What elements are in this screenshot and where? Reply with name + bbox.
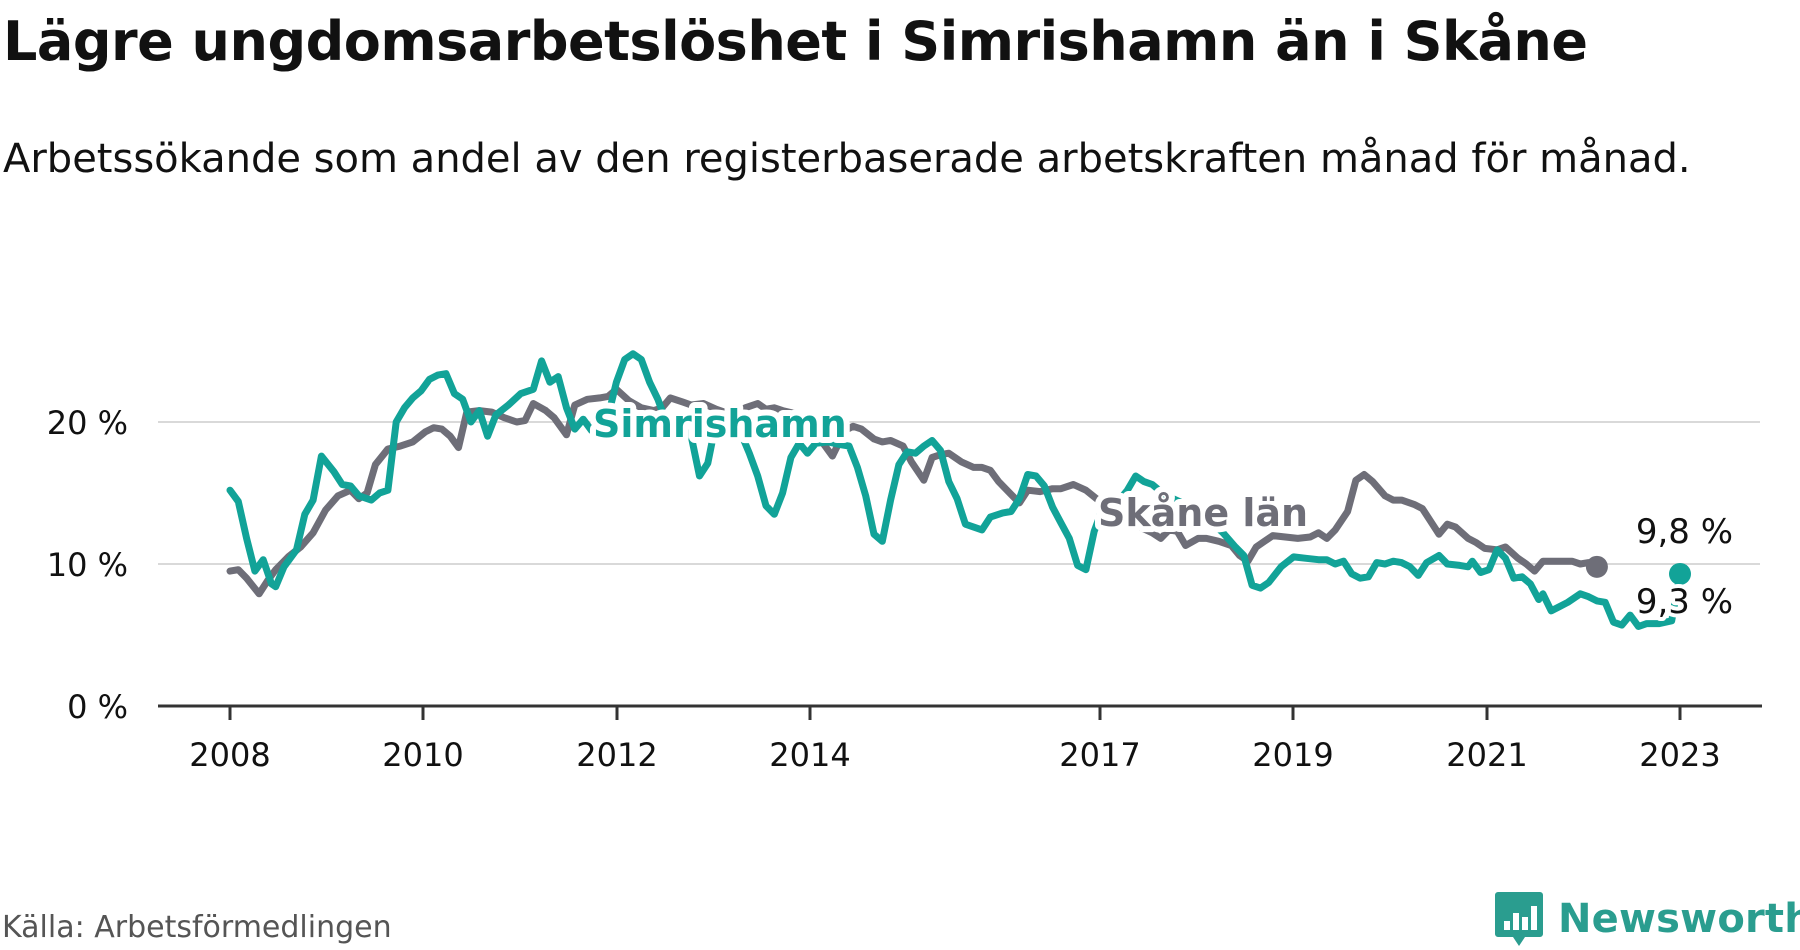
series-label-skane-halo: Skåne län <box>1098 491 1308 535</box>
series-label-simrishamn-halo: Simrishamn <box>593 402 847 446</box>
y-tick-label: 10 % <box>47 546 128 584</box>
end-point-simrishamn <box>1669 562 1691 585</box>
brand-name: Newsworthy <box>1558 896 1800 942</box>
newsworthy-logo-icon <box>1495 892 1543 946</box>
series-label-skane: Skåne län <box>1098 491 1308 535</box>
x-tick-label: 2021 <box>1446 736 1527 774</box>
x-tick-label: 2019 <box>1252 736 1333 774</box>
x-tick-label: 2017 <box>1059 736 1140 774</box>
end-label-simrishamn: 9,3 % <box>1636 582 1733 622</box>
end-label-skane: 9,8 % <box>1636 512 1733 552</box>
series-line-simrishamn <box>226 350 1684 630</box>
end-label-simrishamn-halo: 9,3 % <box>1636 582 1733 622</box>
x-tick-label: 2014 <box>769 736 850 774</box>
brand: Newsworthy <box>1494 888 1800 950</box>
y-tick-label: 0 % <box>67 688 128 726</box>
end-label-skane-halo: 9,8 % <box>1636 512 1733 552</box>
y-tick-label: 20 % <box>47 404 128 442</box>
x-tick-label: 2008 <box>189 736 270 774</box>
end-point-skane <box>1585 555 1608 578</box>
chart-subtitle: Arbetssökande som andel av den registerb… <box>3 136 1691 182</box>
series-line-skane <box>226 385 1601 598</box>
x-tick-label: 2023 <box>1639 736 1720 774</box>
chart-title: Lägre ungdomsarbetslöshet i Simrishamn ä… <box>3 10 1588 73</box>
source-note: Källa: Arbetsförmedlingen <box>2 910 392 945</box>
x-tick-label: 2012 <box>576 736 657 774</box>
x-tick-label: 2010 <box>382 736 463 774</box>
series-label-simrishamn: Simrishamn <box>593 402 847 446</box>
